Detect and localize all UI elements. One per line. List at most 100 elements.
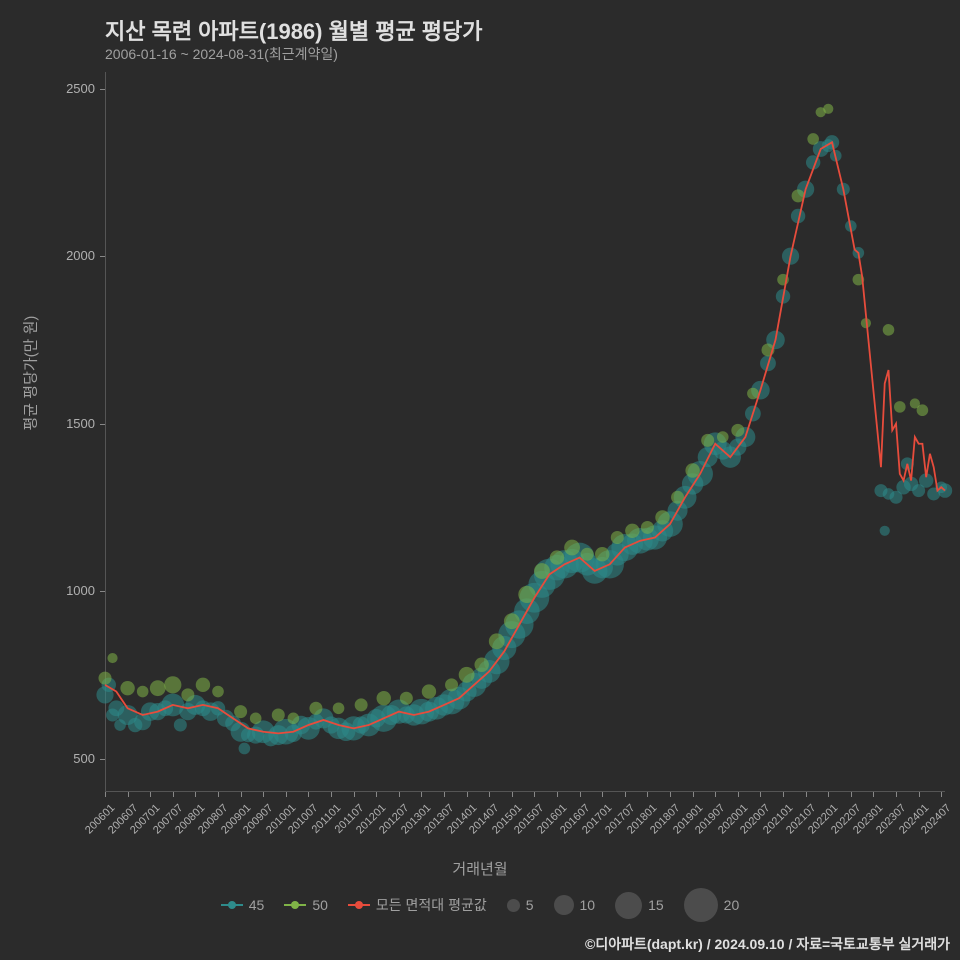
legend: 45 50 모든 면적대 평균값 5 10 15 20 [0, 888, 960, 922]
legend-item: 45 [221, 897, 265, 913]
scatter-point-50 [807, 133, 819, 145]
scatter-point-50 [272, 708, 285, 721]
y-tick-label: 2500 [45, 81, 95, 96]
scatter-point-50 [823, 104, 833, 114]
plot-svg [105, 72, 945, 792]
legend-size-label: 10 [580, 897, 596, 913]
scatter-point-50 [550, 550, 564, 564]
y-tick [100, 591, 105, 592]
chart-subtitle: 2006-01-16 ~ 2024-08-31(최근계약일) [105, 44, 338, 64]
scatter-point-50 [595, 547, 609, 561]
x-tick [919, 792, 920, 797]
legend-size-item: 5 [507, 897, 534, 913]
scatter-point-50 [625, 524, 639, 538]
y-tick [100, 424, 105, 425]
avg-line [105, 142, 945, 733]
x-tick [354, 792, 355, 797]
x-tick [150, 792, 151, 797]
scatter-point-50 [120, 681, 134, 695]
scatter-point-50 [196, 678, 210, 692]
scatter-point-45 [239, 743, 251, 755]
scatter-point-50 [747, 388, 759, 400]
x-tick [760, 792, 761, 797]
y-axis-title: 평균 평당가(만 원) [20, 316, 41, 431]
scatter-point-50 [641, 521, 654, 534]
x-tick [444, 792, 445, 797]
legend-size-item: 20 [684, 888, 740, 922]
x-tick [896, 792, 897, 797]
x-axis-title: 거래년월 [0, 858, 960, 879]
scatter-point-50 [150, 680, 166, 696]
x-tick [715, 792, 716, 797]
x-tick [941, 792, 942, 797]
scatter-point-50 [731, 424, 744, 437]
scatter-point-50 [655, 510, 669, 524]
scatter-point-50 [581, 548, 594, 561]
x-tick [421, 792, 422, 797]
x-tick [195, 792, 196, 797]
scatter-point-50 [288, 713, 300, 725]
x-tick [128, 792, 129, 797]
y-tick-label: 2000 [45, 248, 95, 263]
legend-label: 모든 면적대 평균값 [376, 895, 487, 915]
legend-item: 50 [284, 897, 328, 913]
x-tick [851, 792, 852, 797]
legend-size-label: 15 [648, 897, 664, 913]
scatter-point-45 [174, 719, 187, 732]
legend-size-label: 20 [724, 897, 740, 913]
x-tick [376, 792, 377, 797]
scatter-point-50 [611, 531, 624, 544]
scatter-point-50 [377, 691, 391, 705]
chart-container: 지산 목련 아파트(1986) 월별 평균 평당가 2006-01-16 ~ 2… [0, 0, 960, 960]
y-tick-label: 500 [45, 751, 95, 766]
scatter-point-50 [564, 540, 580, 556]
scatter-point-50 [717, 431, 729, 443]
scatter-point-50 [234, 705, 247, 718]
x-tick [806, 792, 807, 797]
scatter-point-45 [880, 526, 890, 536]
x-tick [512, 792, 513, 797]
x-tick [557, 792, 558, 797]
x-tick [580, 792, 581, 797]
x-tick [783, 792, 784, 797]
y-tick [100, 759, 105, 760]
scatter-point-50 [400, 692, 413, 705]
scatter-point-50 [212, 686, 224, 698]
x-tick [625, 792, 626, 797]
scatter-point-50 [333, 702, 345, 714]
x-tick [647, 792, 648, 797]
scatter-point-50 [445, 678, 458, 691]
y-tick-label: 1000 [45, 583, 95, 598]
y-tick [100, 256, 105, 257]
legend-size-item: 15 [615, 892, 664, 919]
scatter-point-50 [422, 684, 436, 698]
x-tick [173, 792, 174, 797]
x-tick [693, 792, 694, 797]
scatter-point-50 [474, 658, 488, 672]
scatter-point-50 [137, 686, 149, 698]
scatter-point-50 [355, 698, 368, 711]
x-tick [467, 792, 468, 797]
x-tick [286, 792, 287, 797]
scatter-point-50 [181, 688, 194, 701]
chart-title: 지산 목련 아파트(1986) 월별 평균 평당가 [105, 14, 483, 46]
x-tick [534, 792, 535, 797]
footer-credit: ©디아파트(dapt.kr) / 2024.09.10 / 자료=국토교통부 실… [585, 934, 950, 954]
legend-size-item: 10 [554, 895, 596, 915]
x-tick [331, 792, 332, 797]
scatter-point-50 [250, 713, 262, 725]
x-tick [218, 792, 219, 797]
x-tick [399, 792, 400, 797]
x-tick [489, 792, 490, 797]
scatter-point-50 [107, 653, 117, 663]
x-tick [263, 792, 264, 797]
x-tick [308, 792, 309, 797]
x-tick [738, 792, 739, 797]
scatter-point-50 [894, 401, 906, 413]
legend-label: 45 [249, 897, 265, 913]
x-tick [602, 792, 603, 797]
x-tick [873, 792, 874, 797]
y-tick [100, 89, 105, 90]
x-tick [105, 792, 106, 797]
x-tick [241, 792, 242, 797]
